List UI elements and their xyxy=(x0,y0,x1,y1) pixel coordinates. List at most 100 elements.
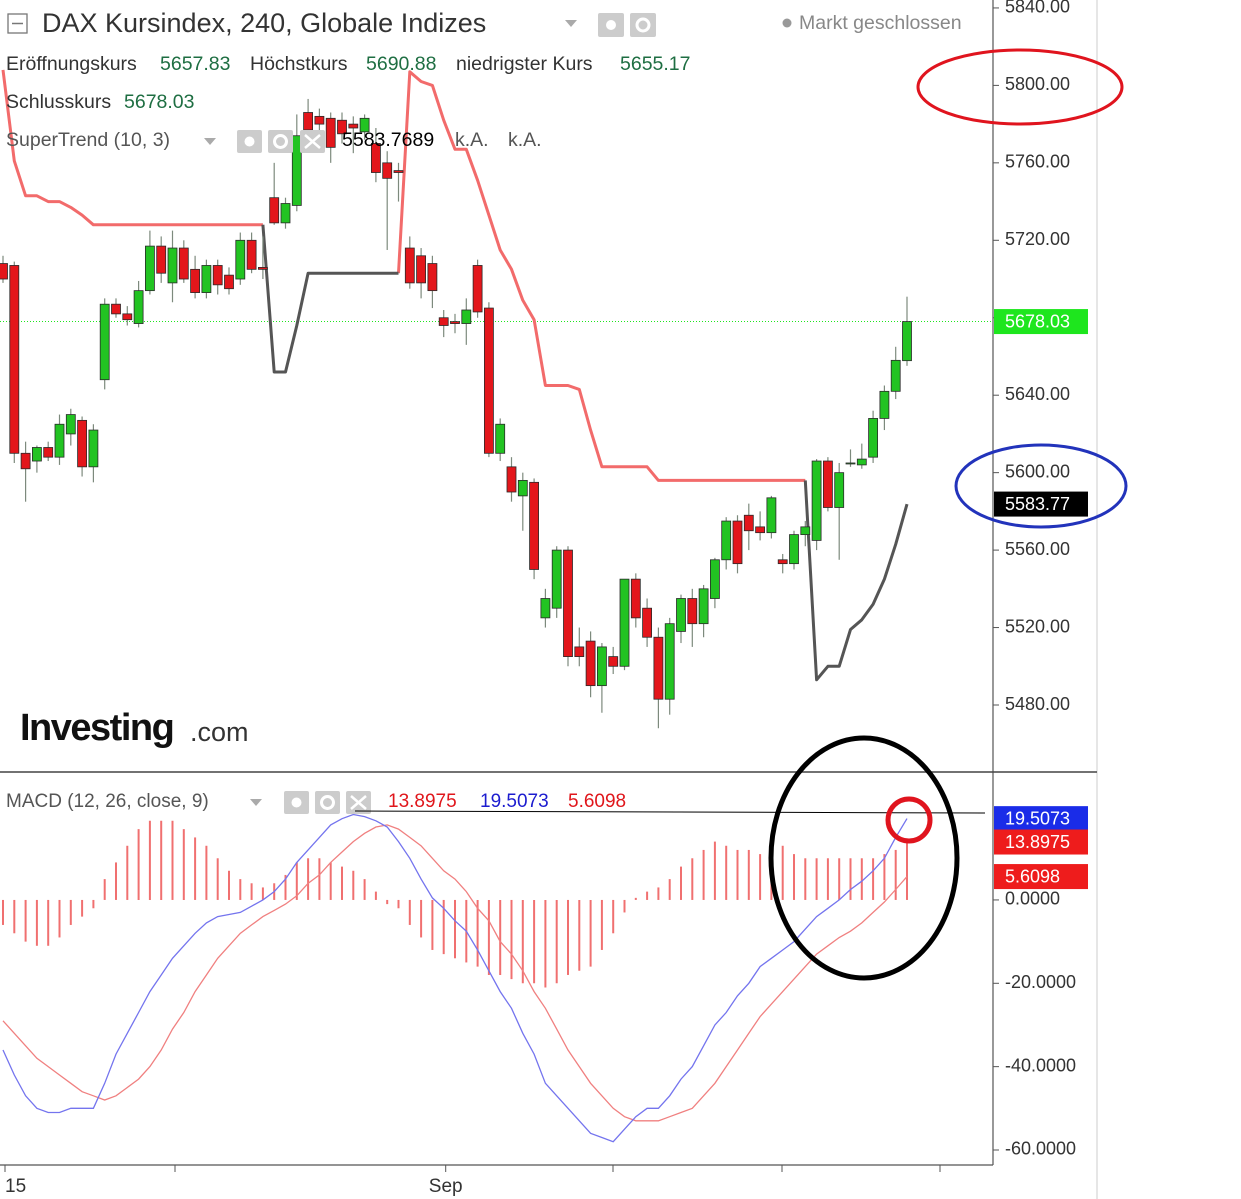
candle-body xyxy=(551,549,562,609)
candle-body xyxy=(472,265,483,313)
annotation-ellipse xyxy=(916,48,1124,126)
background-layer: 5840.005800.005760.005720.005680.005640.… xyxy=(0,0,1076,1197)
y-tick-label: 5600.00 xyxy=(1005,461,1070,481)
histogram-tag xyxy=(994,829,1088,855)
supertrend-tag xyxy=(994,491,1088,517)
candle-body xyxy=(77,419,87,468)
candle-body xyxy=(732,520,743,565)
histogram-value: 13.8975 xyxy=(388,791,457,812)
brand-name: Investing xyxy=(20,707,173,749)
candle-body xyxy=(676,598,686,632)
candle-body xyxy=(664,623,675,700)
dropdown-caret[interactable] xyxy=(250,799,262,806)
gear-icon xyxy=(320,795,335,810)
candle-body xyxy=(427,263,438,292)
dropdown-caret[interactable] xyxy=(204,138,216,145)
supertrend-line xyxy=(261,224,909,682)
signal-tag-label: 5.6098 xyxy=(1005,866,1060,886)
candle-body xyxy=(630,578,641,619)
candle-body xyxy=(144,245,155,292)
candle-body xyxy=(777,559,788,565)
brand-suffix: .com xyxy=(190,717,249,747)
candle-body xyxy=(608,656,619,667)
candle-body xyxy=(32,447,42,462)
candle-body xyxy=(529,481,539,570)
high-label: Höchstkurs xyxy=(250,53,348,75)
indicator-na: k.A. xyxy=(455,129,489,151)
candle-body xyxy=(269,197,280,224)
candle-body xyxy=(517,479,528,497)
candle-body xyxy=(212,265,223,286)
candle-body xyxy=(0,263,8,280)
candle-body xyxy=(201,265,212,293)
candle-body xyxy=(404,247,415,284)
y-tick-label: 0.0000 xyxy=(1005,889,1060,909)
candle-body xyxy=(133,290,144,324)
candle-body xyxy=(88,429,99,468)
y-tick-label: 5760.00 xyxy=(1005,152,1070,172)
supertrend-tag-label: 5583.77 xyxy=(1005,494,1070,514)
settings-button[interactable] xyxy=(315,791,340,814)
candle-body xyxy=(257,267,268,270)
macd-value: 19.5073 xyxy=(480,791,549,812)
candle-body xyxy=(20,452,31,470)
candle-body xyxy=(710,559,720,599)
drawn-line xyxy=(354,810,986,814)
candle-body xyxy=(43,447,54,458)
candle-body xyxy=(619,578,630,667)
close-value: 5678.03 xyxy=(124,91,195,113)
candle-body xyxy=(65,414,76,435)
remove-icon xyxy=(350,795,367,810)
candle-body xyxy=(370,143,381,173)
indicator-value: 5583.7689 xyxy=(342,129,434,151)
candle-body xyxy=(178,247,189,280)
macd-tag-label: 19.5073 xyxy=(1005,808,1070,828)
candle-body xyxy=(800,526,811,536)
market-status: Markt geschlossen xyxy=(799,12,962,34)
collapse-button[interactable] xyxy=(7,13,28,34)
annotation-ellipse xyxy=(768,735,960,981)
candle-body xyxy=(54,423,65,458)
last-price-tag-label: 5678.03 xyxy=(1005,311,1070,331)
y-tick-label: -40.0000 xyxy=(1005,1055,1076,1075)
candle-body xyxy=(811,460,822,541)
gear-icon xyxy=(273,134,288,149)
low-value: 5655.17 xyxy=(620,53,691,75)
y-tick-label: 5840.00 xyxy=(1005,0,1070,17)
high-value: 5690.88 xyxy=(366,53,437,75)
histogram-tag-label: 13.8975 xyxy=(1005,832,1070,852)
candle-body xyxy=(337,119,347,135)
candle-body xyxy=(789,534,799,565)
candle-body xyxy=(280,203,291,224)
candle-body xyxy=(359,117,370,133)
candle-body xyxy=(461,309,472,324)
candle-body xyxy=(348,123,359,129)
candle-body xyxy=(506,466,517,493)
low-label: niedrigster Kurs xyxy=(456,53,593,75)
candle-body xyxy=(416,255,427,284)
open-value: 5657.83 xyxy=(160,53,231,75)
macd-tag xyxy=(994,806,1088,832)
indicator-na: k.A. xyxy=(508,129,542,151)
settings-button[interactable] xyxy=(630,13,656,37)
candle-body xyxy=(450,321,460,324)
candle-body xyxy=(698,588,709,625)
candle-body xyxy=(111,303,121,315)
y-tick-label: 5560.00 xyxy=(1005,539,1070,559)
candle-body xyxy=(845,462,856,465)
candle-body xyxy=(721,520,732,561)
candle-body xyxy=(868,418,878,458)
x-tick-label: Sep xyxy=(429,1176,463,1197)
settings-button[interactable] xyxy=(268,130,293,153)
candle-body xyxy=(890,359,901,392)
y-tick-label: -60.0000 xyxy=(1005,1139,1076,1159)
candle-body xyxy=(303,112,314,131)
dropdown-caret[interactable] xyxy=(565,20,577,27)
chart-title: DAX Kursindex, 240, Globale Indizes xyxy=(42,8,486,38)
candle-body xyxy=(99,303,110,381)
candle-body xyxy=(687,598,698,625)
candle-body xyxy=(393,170,404,173)
y-tick-label: -20.0000 xyxy=(1005,972,1076,992)
eye-icon xyxy=(244,136,255,147)
